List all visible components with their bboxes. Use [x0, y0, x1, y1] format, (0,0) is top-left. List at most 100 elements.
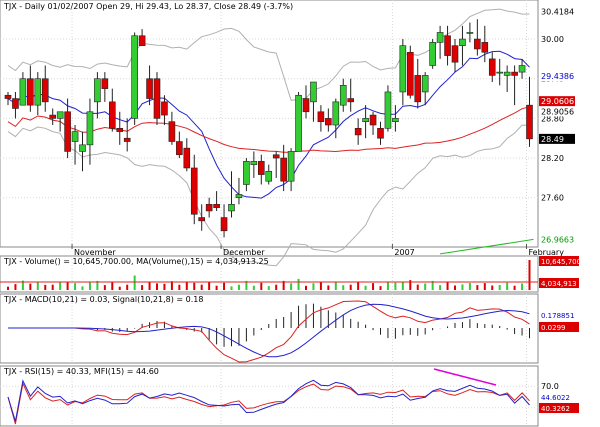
volume-bar [29, 283, 32, 290]
volume-bar [200, 284, 203, 290]
candle-body [421, 75, 429, 93]
candle-body [109, 101, 116, 129]
candle-body [325, 118, 332, 126]
volume-label-box [539, 256, 579, 266]
month-label: December [223, 248, 265, 257]
price-tick-label: 27.60 [541, 194, 564, 203]
volume-bar [178, 284, 181, 290]
volume-bar [319, 282, 322, 290]
volume-bar [506, 282, 509, 290]
candle-body [27, 78, 34, 106]
candle-body [153, 78, 161, 119]
volume-bar [111, 281, 114, 290]
month-label: 2007 [394, 248, 414, 257]
candle-body [369, 114, 377, 126]
candle-body [19, 78, 27, 106]
price-marker-label: 29.0606 [541, 97, 574, 106]
price-marker-label: 30.4184 [541, 7, 574, 16]
rsi-tick-label: 70.0 [541, 382, 559, 391]
candle-body [250, 161, 258, 165]
volume-bar [282, 280, 285, 290]
candle-body [168, 121, 176, 142]
volume-bar [44, 284, 47, 290]
volume-bar [416, 284, 419, 290]
volume-bar [491, 285, 494, 290]
price-series [4, 8, 534, 267]
volume-bar [148, 282, 151, 290]
volume-bar [59, 282, 62, 290]
volume-bar [483, 283, 486, 290]
price-tick-label: 30.00 [541, 35, 564, 44]
candle-body [399, 45, 407, 93]
price-marker-label: 29.4386 [541, 72, 574, 81]
candle-body [220, 217, 228, 232]
candle-body [161, 101, 168, 116]
candle-body [518, 65, 526, 73]
volume-bar [327, 285, 330, 290]
candle-body [444, 35, 451, 56]
candle-body [131, 35, 138, 119]
candle-body [265, 170, 273, 182]
grid-lines [0, 0, 538, 426]
candle-body [4, 94, 12, 99]
volume-bar [260, 282, 263, 290]
volume-bar [454, 285, 456, 290]
candle-body [295, 94, 302, 152]
price-marker-label: 26.9663 [541, 236, 574, 245]
candle-body [347, 98, 355, 103]
volume-bar [156, 283, 158, 290]
macd-signal-box [539, 310, 579, 320]
volume-value-label: 10,645,700 [541, 258, 581, 266]
volume-bar [424, 283, 427, 290]
rsi-value: 40.3262 [541, 405, 570, 413]
macd-value: 0.0299 [541, 324, 566, 332]
candle-body [503, 71, 511, 76]
candle-body [496, 71, 504, 74]
candle-body [481, 42, 489, 53]
volume-bar [349, 284, 352, 290]
price-marker-box [539, 6, 575, 17]
candle-body [488, 58, 496, 76]
volume-bar [498, 285, 501, 290]
candle-body [280, 157, 287, 182]
volume-bar [409, 280, 412, 290]
candle-body [146, 78, 153, 99]
ma-200-line [440, 238, 534, 255]
volume-bar [461, 284, 464, 290]
volume-bar [401, 281, 404, 290]
rsi-divergence-trendline [433, 368, 497, 386]
candle-body [56, 111, 64, 119]
candle-body [64, 111, 71, 152]
volume-bar [170, 281, 173, 290]
volume-bar [126, 284, 129, 290]
ma-short-line [7, 50, 530, 199]
volume-bar [21, 280, 24, 290]
volume-bar [96, 280, 99, 290]
volume-bar [275, 284, 278, 290]
macd-signal-value: 0.178851 [541, 312, 574, 320]
candle-body [466, 32, 474, 34]
candle-body [101, 78, 109, 89]
volume-bar [364, 285, 367, 290]
price-chart-title: TJX - Daily 01/02/2007 Open 29, Hi 29.43… [3, 2, 293, 11]
volume-bar [81, 286, 84, 290]
candle-body [228, 204, 235, 212]
candle-body [310, 81, 317, 103]
macd-value-box [539, 322, 579, 332]
volume-bar [513, 285, 516, 290]
volume-bar [439, 285, 442, 290]
volume-bar [312, 283, 315, 290]
candle-body [392, 118, 399, 122]
volume-bar [133, 275, 136, 290]
candle-body [71, 131, 79, 142]
volume-bar [185, 282, 188, 290]
volume-bar [521, 283, 524, 290]
price-panel [0, 0, 539, 248]
volume-bar [342, 285, 345, 290]
candle-body [183, 147, 191, 169]
price-marker-box [539, 133, 575, 144]
bollinger-lower [7, 124, 530, 267]
candle-body [190, 167, 198, 215]
volume-bar [237, 284, 240, 290]
